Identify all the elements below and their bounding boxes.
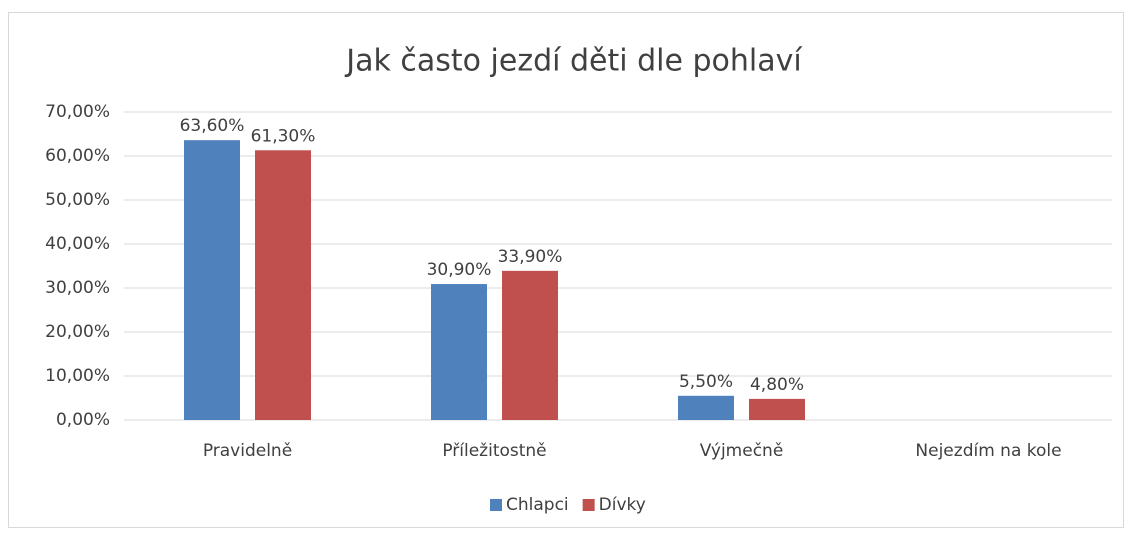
legend-swatch <box>582 499 595 511</box>
legend-label: Dívky <box>599 495 646 515</box>
y-tick-label: 30,00% <box>45 278 110 298</box>
data-label: 33,90% <box>498 247 563 267</box>
y-tick-label: 70,00% <box>45 102 110 122</box>
chart-title: Jak často jezdí děti dle pohlaví <box>344 44 803 79</box>
bar <box>749 398 805 420</box>
legend-swatch <box>490 499 502 511</box>
y-tick-label: 60,00% <box>45 146 110 166</box>
data-label: 4,80% <box>750 375 804 395</box>
bar <box>184 140 240 420</box>
y-tick-label: 20,00% <box>45 322 110 342</box>
bar <box>431 284 487 420</box>
data-label: 30,90% <box>427 260 492 280</box>
data-label: 61,30% <box>251 126 316 146</box>
y-tick-label: 40,00% <box>45 234 110 254</box>
x-tick-label: Výjmečně <box>700 441 784 461</box>
bar <box>255 150 311 420</box>
bar <box>502 270 558 420</box>
x-tick-label: Pravidelně <box>203 441 292 461</box>
y-tick-label: 0,00% <box>56 410 110 430</box>
data-label: 63,60% <box>180 116 245 136</box>
bar <box>678 395 734 420</box>
legend-label: Chlapci <box>506 495 569 515</box>
data-label: 5,50% <box>679 372 733 392</box>
y-tick-label: 10,00% <box>45 366 110 386</box>
y-tick-label: 50,00% <box>45 190 110 210</box>
x-tick-label: Příležitostně <box>442 441 546 461</box>
x-tick-label: Nejezdím na kole <box>915 441 1061 461</box>
